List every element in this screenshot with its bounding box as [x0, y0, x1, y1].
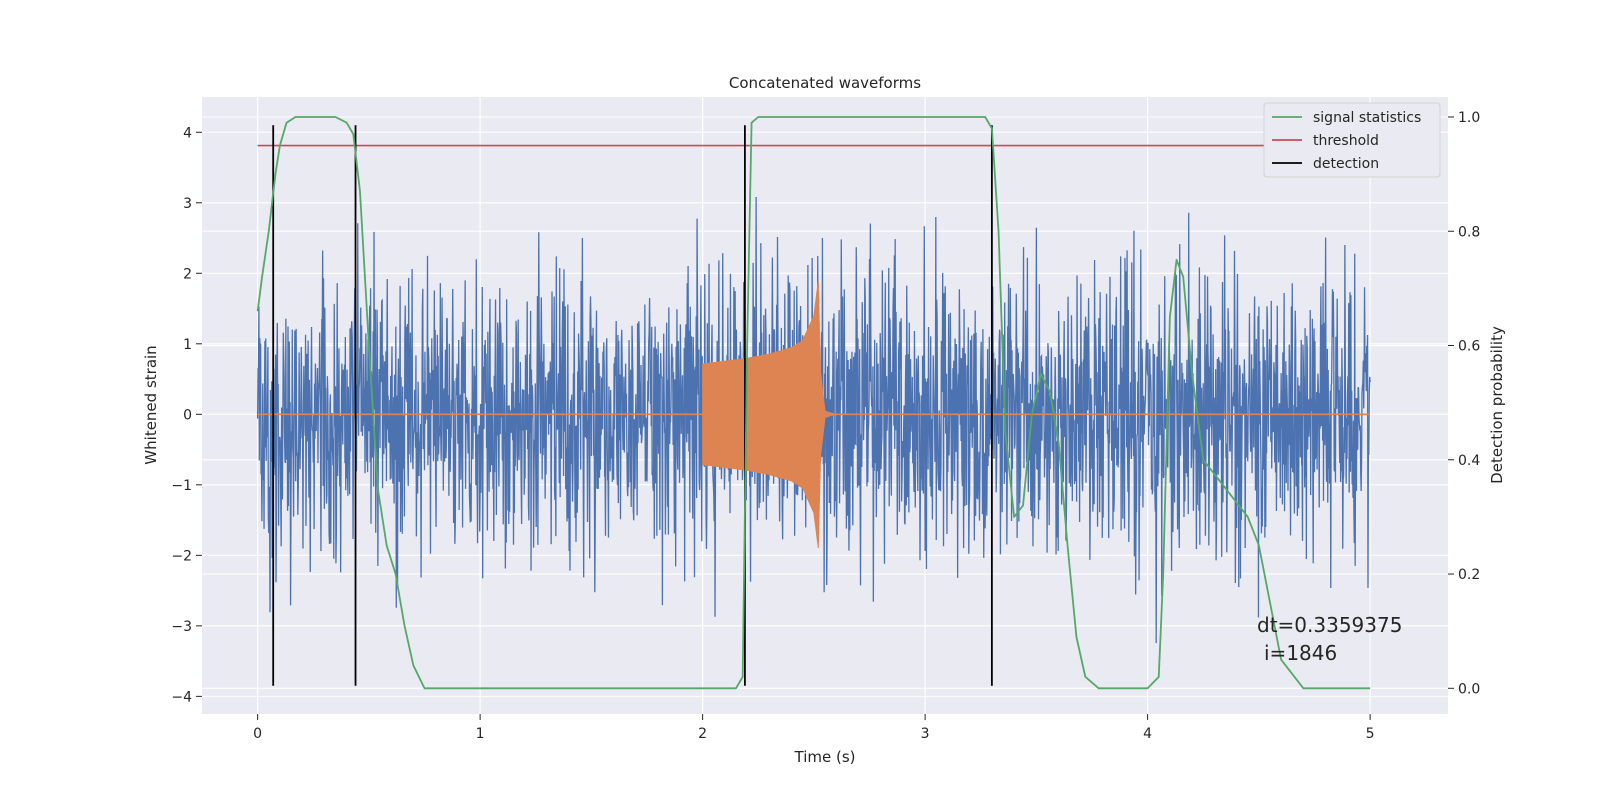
y-tick-label: 4 [183, 125, 192, 141]
y-tick-label: 0 [183, 407, 192, 423]
x-tick-label: 1 [476, 726, 485, 742]
y-right-tick-label: 0.2 [1458, 567, 1480, 583]
injection-series [702, 281, 837, 549]
legend-label-signal-statistics: signal statistics [1313, 110, 1421, 126]
y-right-tick-label: 0.8 [1458, 224, 1480, 240]
y-right-tick-label: 0.6 [1458, 339, 1480, 355]
axes-layer: −4 −3 −2 −1 0 1 2 3 4 0 1 2 3 4 5 0.0 0.2 0.4 0.6 0.8 1.0 [171, 110, 1480, 742]
signal-statistics-layer [256, 116, 1371, 690]
y-tick-label: −1 [171, 478, 192, 494]
legend: signal statistics threshold detection [1263, 102, 1441, 178]
legend-box [1263, 102, 1441, 178]
x-axis-label: Time (s) [794, 748, 856, 766]
y-tick-label: 2 [183, 266, 192, 282]
y-right-tick-label: 0.0 [1458, 681, 1480, 697]
x-tick-label: 2 [698, 726, 707, 742]
y-right-tick-label: 1.0 [1458, 110, 1480, 126]
annotation-i: i=1846 [1264, 641, 1337, 665]
y-tick-label: 1 [183, 337, 192, 353]
signal-statistics-series [256, 116, 1371, 690]
legend-label-detection: detection [1313, 156, 1379, 172]
x-tick-label: 5 [1366, 726, 1375, 742]
x-tick-label: 3 [921, 726, 930, 742]
chart-title: Concatenated waveforms [729, 74, 921, 92]
legend-label-threshold: threshold [1313, 133, 1379, 149]
x-tick-label: 0 [253, 726, 262, 742]
y-axis-label: Whitened strain [142, 345, 160, 464]
detection-layer [272, 125, 993, 686]
y-axis-right-label: Detection probability [1488, 326, 1506, 484]
y-tick-label: −4 [171, 689, 192, 705]
y-right-tick-label: 0.4 [1458, 453, 1480, 469]
injection-layer [257, 281, 1371, 549]
y-tick-label: 3 [183, 196, 192, 212]
annotation-dt: dt=0.3359375 [1257, 613, 1402, 637]
y-tick-label: −3 [171, 619, 192, 635]
y-tick-label: −2 [171, 548, 192, 564]
x-tick-label: 4 [1143, 726, 1152, 742]
